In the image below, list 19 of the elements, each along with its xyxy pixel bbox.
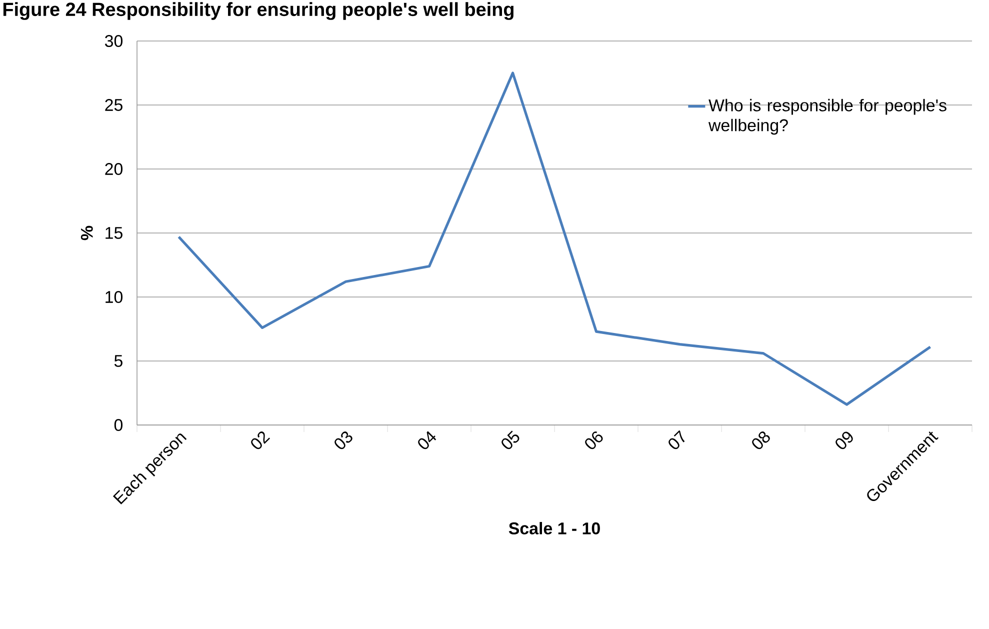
x-axis-title: Scale 1 - 10 — [508, 522, 600, 534]
y-tick-label: 20 — [105, 162, 123, 175]
x-tick-label: 03 — [334, 432, 352, 450]
y-tick-label: 10 — [106, 290, 123, 303]
y-axis-title: % — [80, 226, 93, 240]
x-tick-label: 05 — [502, 430, 520, 450]
y-tick-label: 15 — [106, 227, 122, 239]
x-tick-label: 02 — [251, 431, 270, 450]
x-tick-label: 04 — [418, 431, 436, 450]
legend-label: Who is responsible for people's wellbeing? — [708, 98, 946, 135]
x-tick-label: 09 — [836, 432, 853, 450]
y-tick-label: 0 — [114, 418, 123, 431]
y-tick-label: 30 — [104, 34, 123, 47]
x-tick-label: 08 — [752, 431, 770, 450]
y-tick-label: 25 — [105, 98, 122, 111]
chart-title: Figure 24 Responsibility for ensuring people's well being — [3, 2, 514, 20]
y-tick-label: 5 — [114, 355, 122, 367]
x-tick-label: 06 — [585, 431, 603, 450]
x-tick-label: 07 — [668, 430, 685, 450]
